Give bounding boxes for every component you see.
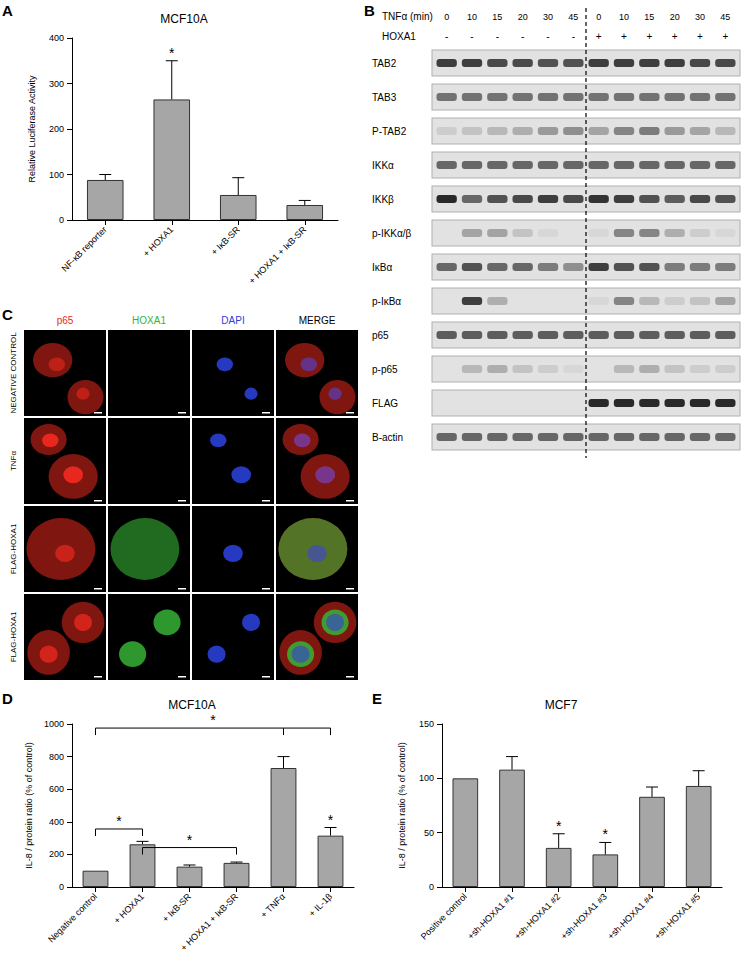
svg-text:HOXA1: HOXA1 (132, 315, 166, 326)
svg-text:-: - (546, 31, 549, 42)
svg-text:NEGATIVE CONTROL: NEGATIVE CONTROL (9, 332, 18, 414)
html-text:C: C (2, 306, 13, 323)
svg-text:1000: 1000 (44, 719, 64, 729)
html-text:B: B (364, 2, 375, 19)
svg-text:+sh-HOXA1 #3: +sh-HOXA1 #3 (559, 891, 609, 941)
svg-text:DAPI: DAPI (221, 315, 244, 326)
svg-text:+ HOXA1: + HOXA1 (141, 224, 175, 258)
svg-text:Negative control: Negative control (46, 891, 99, 944)
svg-text:B-actin: B-actin (372, 432, 403, 443)
svg-text:IL-8 / protein ratio (% of con: IL-8 / protein ratio (% of control) (397, 742, 407, 869)
svg-text:200: 200 (49, 849, 64, 859)
svg-text:30: 30 (695, 12, 705, 22)
svg-text:+ HOXA1 + IκB-SR: + HOXA1 + IκB-SR (179, 891, 241, 953)
svg-text:p-p65: p-p65 (372, 364, 398, 375)
svg-text:100: 100 (49, 170, 64, 180)
svg-text:50: 50 (424, 828, 434, 838)
svg-text:MCF10A: MCF10A (160, 12, 207, 26)
svg-text:45: 45 (568, 12, 578, 22)
svg-text:0: 0 (596, 12, 601, 22)
svg-text:600: 600 (49, 784, 64, 794)
svg-text:+: + (697, 31, 703, 42)
svg-text:p-IκBα: p-IκBα (372, 296, 401, 307)
html-text:E: E (372, 690, 382, 707)
svg-text:100: 100 (419, 773, 434, 783)
svg-text:0: 0 (429, 882, 434, 892)
svg-text:200: 200 (49, 124, 64, 134)
svg-text:FLAG-HOXA1: FLAG-HOXA1 (9, 611, 18, 662)
svg-text:TNFα: TNFα (9, 451, 18, 472)
svg-text:0: 0 (444, 12, 449, 22)
svg-text:TAB3: TAB3 (372, 92, 397, 103)
html-text:D: D (2, 690, 13, 707)
svg-text:Positive control: Positive control (419, 891, 469, 941)
svg-text:Relative Luciferase Activity: Relative Luciferase Activity (27, 75, 37, 183)
svg-text:0: 0 (59, 215, 64, 225)
svg-text:-: - (496, 31, 499, 42)
svg-text:+sh-HOXA1 #2: +sh-HOXA1 #2 (512, 891, 562, 941)
svg-text:IL-8 / protein ratio (% of con: IL-8 / protein ratio (% of control) (24, 742, 34, 869)
svg-text:-: - (521, 31, 524, 42)
svg-text:*: * (169, 45, 175, 61)
svg-text:IκBα: IκBα (372, 262, 392, 273)
svg-text:+: + (672, 31, 678, 42)
svg-text:10: 10 (467, 12, 477, 22)
svg-text:p-IKKα/β: p-IKKα/β (372, 228, 412, 239)
svg-text:+: + (646, 31, 652, 42)
svg-text:IKKα: IKKα (372, 160, 394, 171)
svg-text:+sh-HOXA1 #1: +sh-HOXA1 #1 (466, 891, 516, 941)
svg-text:+ IκB-SR: + IκB-SR (209, 224, 242, 257)
svg-text:+: + (722, 31, 728, 42)
svg-text:+sh-HOXA1 #4: +sh-HOXA1 #4 (606, 891, 656, 941)
svg-text:NF-κB reporter: NF-κB reporter (60, 224, 109, 273)
svg-text:HOXA1: HOXA1 (382, 31, 416, 42)
svg-text:*: * (603, 826, 609, 842)
svg-text:MCF10A: MCF10A (168, 698, 215, 712)
svg-text:*: * (187, 832, 193, 848)
svg-text:-: - (572, 31, 575, 42)
svg-text:+ TNFα: + TNFα (259, 891, 287, 919)
svg-text:MERGE: MERGE (299, 315, 336, 326)
svg-text:+: + (621, 31, 627, 42)
svg-text:15: 15 (644, 12, 654, 22)
svg-text:10: 10 (619, 12, 629, 22)
svg-text:400: 400 (49, 33, 64, 43)
svg-text:FLAG: FLAG (372, 398, 398, 409)
svg-text:IKKβ: IKKβ (372, 194, 394, 205)
svg-text:400: 400 (49, 817, 64, 827)
svg-text:MCF7: MCF7 (545, 698, 578, 712)
svg-text:*: * (116, 813, 122, 829)
svg-text:+: + (596, 31, 602, 42)
svg-text:+ HOXA1 + IκB-SR: + HOXA1 + IκB-SR (247, 224, 309, 286)
svg-text:P-TAB2: P-TAB2 (372, 126, 407, 137)
svg-text:-: - (470, 31, 473, 42)
svg-text:45: 45 (720, 12, 730, 22)
svg-text:+ IκB-SR: + IκB-SR (160, 891, 193, 924)
svg-text:+sh-HOXA1 #5: +sh-HOXA1 #5 (652, 891, 702, 941)
svg-text:+ HOXA1: + HOXA1 (112, 891, 146, 925)
svg-text:30: 30 (543, 12, 553, 22)
svg-text:150: 150 (419, 719, 434, 729)
svg-text:p65: p65 (57, 315, 74, 326)
html-text:A: A (2, 2, 13, 19)
svg-text:20: 20 (670, 12, 680, 22)
svg-text:20: 20 (518, 12, 528, 22)
svg-text:300: 300 (49, 79, 64, 89)
svg-text:p65: p65 (372, 330, 389, 341)
svg-text:800: 800 (49, 752, 64, 762)
svg-text:*: * (556, 818, 562, 834)
svg-text:TAB2: TAB2 (372, 58, 397, 69)
svg-text:FLAG-HOXA1: FLAG-HOXA1 (9, 523, 18, 574)
svg-text:-: - (445, 31, 448, 42)
svg-text:*: * (328, 812, 334, 828)
svg-text:TNFα (min): TNFα (min) (382, 11, 433, 22)
svg-text:15: 15 (492, 12, 502, 22)
svg-text:+ IL-1β: + IL-1β (307, 891, 334, 918)
svg-text:*: * (210, 712, 216, 728)
svg-text:0: 0 (59, 882, 64, 892)
